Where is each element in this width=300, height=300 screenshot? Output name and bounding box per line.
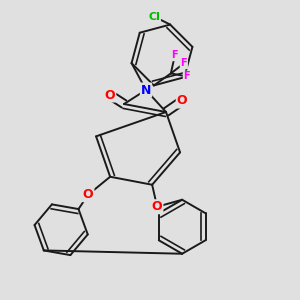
Text: O: O [83, 188, 94, 201]
Text: O: O [105, 88, 115, 101]
Text: O: O [177, 94, 187, 107]
Text: Cl: Cl [148, 12, 160, 22]
Text: N: N [141, 83, 151, 97]
Text: O: O [152, 200, 163, 213]
Text: F: F [181, 58, 187, 68]
Text: F: F [184, 71, 190, 81]
Text: F: F [172, 50, 178, 60]
